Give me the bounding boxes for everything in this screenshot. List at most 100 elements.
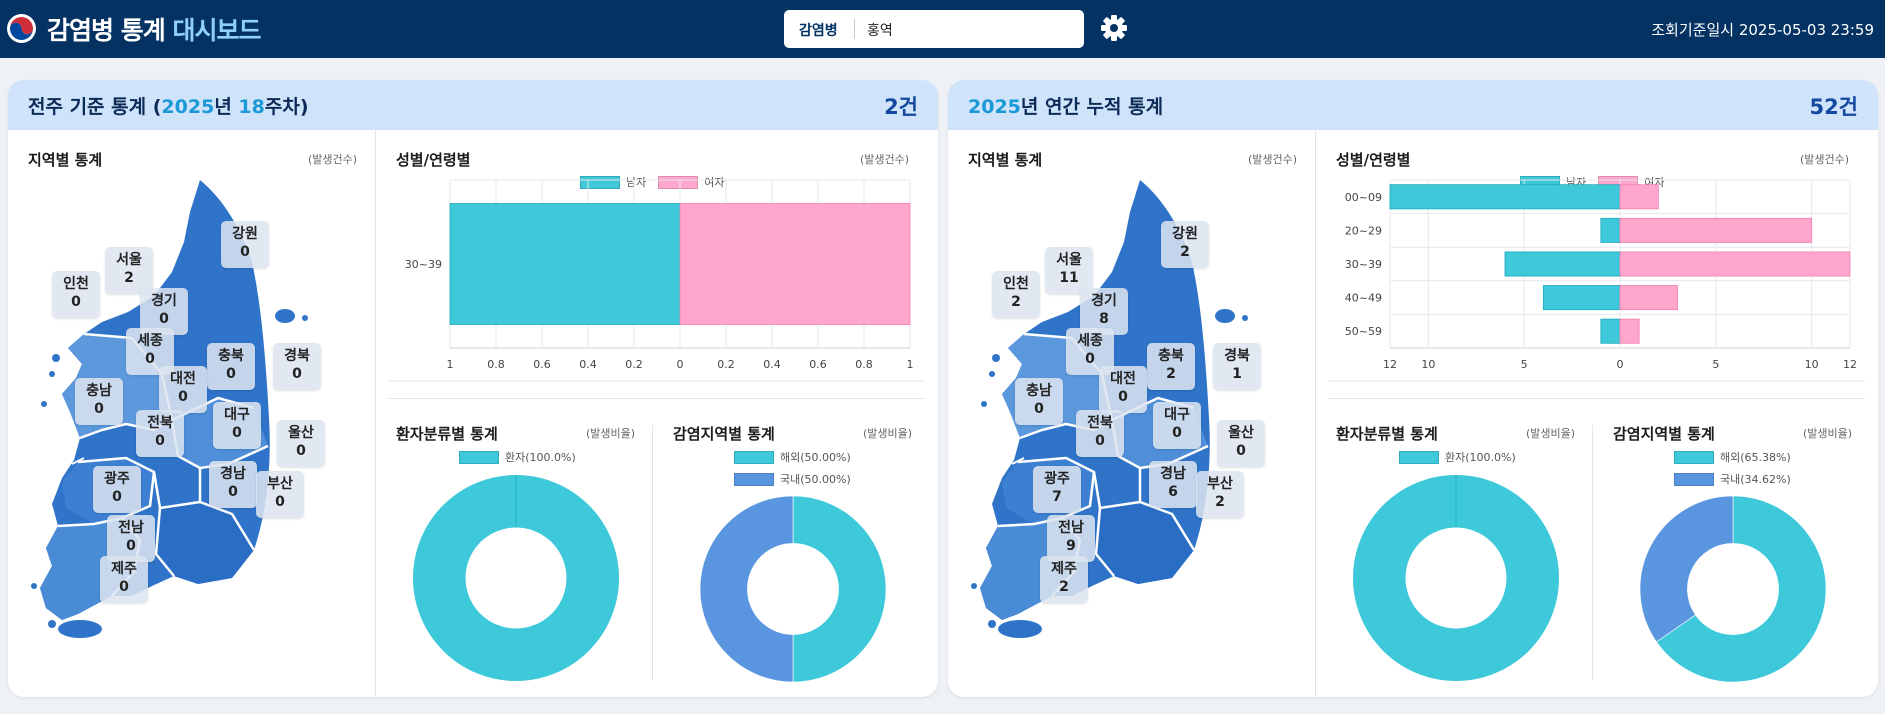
region-name: 대전	[1110, 371, 1136, 387]
disease-search-input[interactable]: 홍역	[867, 23, 893, 39]
region-name: 울산	[288, 425, 314, 441]
region-value: 0	[155, 433, 165, 449]
region-name: 경북	[1224, 348, 1250, 364]
male-bar	[1542, 285, 1621, 311]
region-name: 경기	[151, 293, 177, 309]
region-value: 2	[1166, 366, 1176, 382]
region-ulsan[interactable]: 울산 0	[1217, 420, 1265, 467]
region-gyeongbuk[interactable]: 경북 0	[273, 343, 321, 390]
region-value: 0	[275, 494, 285, 510]
jeju-island	[998, 620, 1042, 638]
region-gyeongnam[interactable]: 경남 0	[209, 461, 257, 508]
region-chungbuk[interactable]: 충북 2	[1147, 343, 1195, 390]
west-islet-3	[41, 401, 47, 407]
region-gwangju[interactable]: 광주 7	[1033, 466, 1081, 513]
region-value: 0	[178, 389, 188, 405]
region-gyeonggi[interactable]: 경기 0	[140, 288, 188, 335]
female-bar	[1619, 285, 1678, 311]
region-name: 강원	[232, 226, 258, 242]
region-value: 8	[1099, 311, 1109, 327]
region-name: 세종	[1077, 333, 1103, 349]
region-jeonnam[interactable]: 전남 0	[107, 515, 155, 562]
region-jeonbuk[interactable]: 전북 0	[136, 410, 184, 457]
infection-section-unit: (발생비율)	[1803, 427, 1853, 440]
donut-slice	[1639, 495, 1734, 643]
region-daegu[interactable]: 대구 0	[213, 402, 261, 449]
panel-total-count: 2건	[884, 95, 918, 119]
panel-title-year: 2025	[968, 96, 1021, 118]
female-swatch	[658, 175, 699, 189]
male-swatch	[580, 175, 620, 189]
region-jeju[interactable]: 제주 0	[100, 556, 148, 603]
region-chungnam[interactable]: 충남 0	[75, 378, 123, 425]
overseas-legend-label: 해외(65.38%)	[1720, 451, 1791, 464]
region-gwangju[interactable]: 광주 0	[93, 466, 141, 513]
disease-search-box[interactable]: 감염병 홍역	[784, 10, 1084, 48]
region-chungbuk[interactable]: 충북 0	[207, 343, 255, 390]
region-daejeon[interactable]: 대전 0	[159, 366, 207, 413]
donut-slice	[1656, 495, 1827, 683]
region-daegu[interactable]: 대구 0	[1153, 402, 1201, 449]
gender-age-section-unit: (발생건수)	[860, 153, 910, 166]
overseas-swatch	[1674, 450, 1714, 464]
y-tick-label: 30~39	[1345, 258, 1382, 271]
x-tick-label: 0.6	[533, 358, 551, 371]
region-busan[interactable]: 부산 2	[1196, 471, 1244, 518]
region-name: 경북	[284, 348, 310, 364]
gear-icon[interactable]	[1098, 12, 1130, 44]
region-section-title: 지역별 통계	[28, 151, 103, 169]
region-seoul[interactable]: 서울 2	[105, 247, 153, 294]
jeju-island	[58, 620, 102, 638]
southwest-islet-2	[988, 620, 996, 628]
taegeuk-logo-icon	[7, 14, 36, 43]
panel-title-suffix: 주차)	[264, 96, 309, 118]
region-gangwon[interactable]: 강원 0	[221, 221, 269, 268]
region-sejong[interactable]: 세종 0	[1066, 328, 1114, 375]
female-legend-label: 여자	[704, 176, 725, 189]
region-value: 0	[94, 401, 104, 417]
x-tick-label: 1	[907, 358, 914, 371]
region-name: 광주	[104, 471, 130, 487]
region-gyeonggi[interactable]: 경기 8	[1080, 288, 1128, 335]
region-name: 제주	[111, 561, 137, 577]
region-name: 인천	[1003, 276, 1029, 292]
region-value: 0	[71, 294, 81, 310]
weekly-stats-panel: 전주 기준 통계 (2025년 18주차) 2건 지역별 통계 (발생건수)	[8, 80, 938, 697]
region-value: 2	[1059, 579, 1069, 595]
region-daejeon[interactable]: 대전 0	[1099, 366, 1147, 413]
gender-age-section-title: 성별/연령별	[396, 151, 471, 169]
panel-title: 전주 기준 통계 (2025년 18주차)	[28, 92, 309, 119]
column-divider-lower	[1592, 425, 1593, 680]
x-tick-label: 5	[1712, 358, 1719, 371]
infection-legend-overseas: 해외(50.00%)	[734, 449, 851, 465]
region-name: 대전	[170, 371, 196, 387]
x-tick-label: 10	[1805, 358, 1819, 371]
disease-search-label: 감염병	[799, 23, 838, 39]
x-tick-label: 0.8	[855, 358, 873, 371]
region-gangwon[interactable]: 강원 2	[1161, 221, 1209, 268]
patient-section-title: 환자분류별 통계	[1336, 425, 1438, 443]
region-section-unit: (발생건수)	[308, 153, 358, 166]
region-busan[interactable]: 부산 0	[256, 471, 304, 518]
region-value: 0	[145, 351, 155, 367]
region-chungnam[interactable]: 충남 0	[1015, 378, 1063, 425]
region-jeonnam[interactable]: 전남 9	[1047, 515, 1095, 562]
region-gyeongnam[interactable]: 경남 6	[1149, 461, 1197, 508]
panel-title-mid: 년	[214, 96, 239, 118]
overseas-swatch	[734, 450, 774, 464]
x-tick-label: 0.8	[487, 358, 505, 371]
dokdo-island	[1242, 315, 1248, 321]
region-incheon[interactable]: 인천 0	[52, 271, 100, 318]
x-tick-label: 0	[677, 358, 684, 371]
region-name: 강원	[1172, 226, 1198, 242]
region-jeonbuk[interactable]: 전북 0	[1076, 410, 1124, 457]
region-seoul[interactable]: 서울 11	[1045, 247, 1093, 294]
domestic-legend-label: 국내(50.00%)	[780, 473, 851, 486]
region-incheon[interactable]: 인천 2	[992, 271, 1040, 318]
region-name: 충남	[1026, 383, 1052, 399]
region-jeju[interactable]: 제주 2	[1040, 556, 1088, 603]
gender-age-bar-chart: 1 0.8 0.6 0.4 0.2 0 0.2 0.4 0.6 0.8 1 30~39	[388, 179, 925, 382]
panel-total-count: 52건	[1809, 95, 1858, 119]
region-ulsan[interactable]: 울산 0	[277, 420, 325, 467]
region-gyeongbuk[interactable]: 경북 1	[1213, 343, 1261, 390]
